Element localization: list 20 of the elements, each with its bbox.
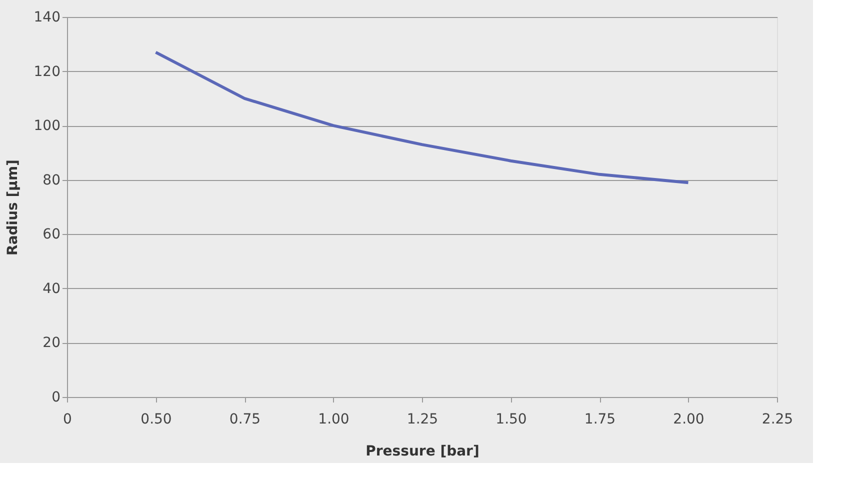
x-tick-label: 1.75: [584, 412, 616, 428]
x-tick-label: 0.75: [229, 412, 261, 428]
y-tick-label: 20: [42, 335, 60, 352]
x-tick-label: 1.00: [318, 412, 350, 428]
x-tick-label: 2.25: [762, 412, 794, 428]
y-tick-label: 80: [42, 172, 60, 188]
line-series: [154, 50, 690, 184]
y-tick-label: 0: [52, 390, 60, 406]
x-tick-label: 1.50: [496, 412, 527, 428]
x-tick-label: 1.25: [406, 412, 438, 428]
y-tick-label: 60: [42, 226, 60, 243]
y-tick-label: 40: [42, 280, 60, 297]
y-axis-title: Radius [µm]: [4, 160, 21, 256]
x-tick-label: 0: [63, 412, 72, 428]
x-tick-label: 0.50: [140, 412, 172, 428]
y-tick-label: 140: [34, 10, 60, 26]
y-tick-label: 120: [34, 64, 60, 80]
y-tick-label: 100: [34, 118, 60, 134]
x-axis-title: Pressure [bar]: [366, 444, 480, 460]
x-tick-label: 2.00: [673, 412, 704, 428]
